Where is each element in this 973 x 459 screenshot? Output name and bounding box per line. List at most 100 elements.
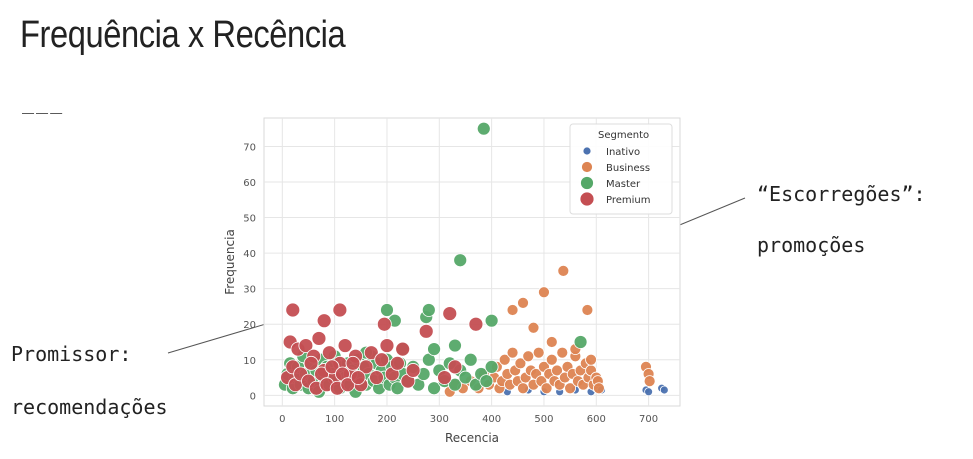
legend-label-premium: Premium xyxy=(606,195,651,206)
point-premium xyxy=(316,313,332,329)
point-master xyxy=(463,352,478,367)
point-premium xyxy=(363,345,379,361)
legend-label-inativo: Inativo xyxy=(606,147,640,158)
x-tick-label: 500 xyxy=(534,414,553,425)
point-premium xyxy=(395,341,411,357)
x-tick-label: 700 xyxy=(639,414,658,425)
point-premium xyxy=(374,352,390,368)
slide-title: Frequência x Recência xyxy=(20,14,346,56)
x-tick-label: 100 xyxy=(325,414,344,425)
point-business xyxy=(581,304,594,316)
point-master xyxy=(448,338,462,353)
x-tick-label: 0 xyxy=(279,414,285,425)
point-business xyxy=(522,350,535,363)
series-premium xyxy=(280,302,484,396)
point-business xyxy=(498,353,511,366)
y-tick-label: 20 xyxy=(243,320,256,331)
point-master xyxy=(479,374,494,389)
point-master xyxy=(421,303,436,317)
data-points xyxy=(278,121,669,399)
point-business xyxy=(506,304,519,316)
point-business xyxy=(540,382,553,395)
point-premium xyxy=(379,338,395,353)
legend-marker-inativo xyxy=(582,146,592,156)
y-tick-label: 60 xyxy=(243,178,256,189)
point-premium xyxy=(322,345,337,361)
x-tick-label: 600 xyxy=(587,414,606,425)
point-business xyxy=(532,346,545,359)
x-tick-label: 200 xyxy=(377,414,396,425)
point-business xyxy=(517,382,529,395)
point-master xyxy=(380,303,394,317)
legend-label-master: Master xyxy=(606,179,641,190)
point-premium xyxy=(468,316,484,332)
promissor-label: Promissor: xyxy=(11,342,132,366)
point-business xyxy=(592,382,605,395)
legend-marker-premium xyxy=(579,191,595,207)
point-master xyxy=(427,381,441,396)
y-tick-label: 0 xyxy=(250,391,256,402)
point-business xyxy=(557,264,570,277)
point-business xyxy=(545,336,558,348)
y-tick-label: 10 xyxy=(243,356,256,367)
series-business xyxy=(443,264,656,398)
title-rule: ___ xyxy=(22,90,65,114)
point-premium xyxy=(340,377,356,393)
legend-label-business: Business xyxy=(606,163,650,174)
point-master xyxy=(458,370,473,385)
point-inativo xyxy=(659,385,669,395)
point-business xyxy=(556,346,569,359)
point-premium xyxy=(303,355,319,371)
point-business xyxy=(506,346,519,359)
point-business xyxy=(538,286,550,299)
point-premium xyxy=(447,359,463,375)
point-premium xyxy=(298,338,314,353)
y-tick-label: 30 xyxy=(243,285,256,296)
point-business xyxy=(545,353,558,366)
y-tick-label: 70 xyxy=(243,142,256,153)
point-premium xyxy=(332,302,348,318)
point-master xyxy=(453,253,468,268)
legend-marker-business xyxy=(581,161,593,173)
point-premium xyxy=(311,331,327,346)
point-premium xyxy=(345,355,361,371)
point-master xyxy=(427,342,441,357)
point-inativo xyxy=(644,387,654,397)
point-business xyxy=(514,357,527,370)
legend-box xyxy=(569,123,673,215)
point-business xyxy=(517,296,529,309)
point-premium xyxy=(442,306,458,321)
point-premium xyxy=(405,363,421,378)
tick-labels: 0 100 200 300 400 500 600 700 0 10 20 30 40 50 60 70 xyxy=(243,142,658,425)
promissor-description: recomendações xyxy=(11,395,168,419)
point-premium xyxy=(285,302,301,318)
point-master xyxy=(390,381,405,396)
legend-title: Segmento xyxy=(598,130,649,141)
point-premium xyxy=(324,359,340,375)
escorregoes-label: “Escorregões”: xyxy=(757,182,926,206)
point-master xyxy=(484,313,499,328)
point-premium xyxy=(337,338,353,353)
point-business xyxy=(585,353,597,366)
point-master xyxy=(448,377,462,392)
point-business xyxy=(643,375,656,388)
point-premium xyxy=(376,316,392,332)
x-axis-label: Recencia xyxy=(445,431,499,445)
legend: Segmento Inativo Business Master Premium xyxy=(569,123,673,215)
point-premium xyxy=(369,370,384,385)
x-tick-label: 300 xyxy=(430,414,449,425)
point-master xyxy=(484,359,499,374)
x-tick-label: 400 xyxy=(482,414,501,425)
point-business xyxy=(527,321,540,334)
y-tick-label: 40 xyxy=(243,249,256,260)
point-premium xyxy=(418,323,434,339)
legend-marker-master xyxy=(580,176,594,190)
y-axis-label: Frequencia xyxy=(223,229,237,295)
point-master xyxy=(573,335,588,349)
point-business xyxy=(551,364,563,377)
point-business xyxy=(564,382,577,395)
point-master xyxy=(476,121,491,136)
point-premium xyxy=(437,370,452,385)
y-tick-label: 50 xyxy=(243,214,256,225)
